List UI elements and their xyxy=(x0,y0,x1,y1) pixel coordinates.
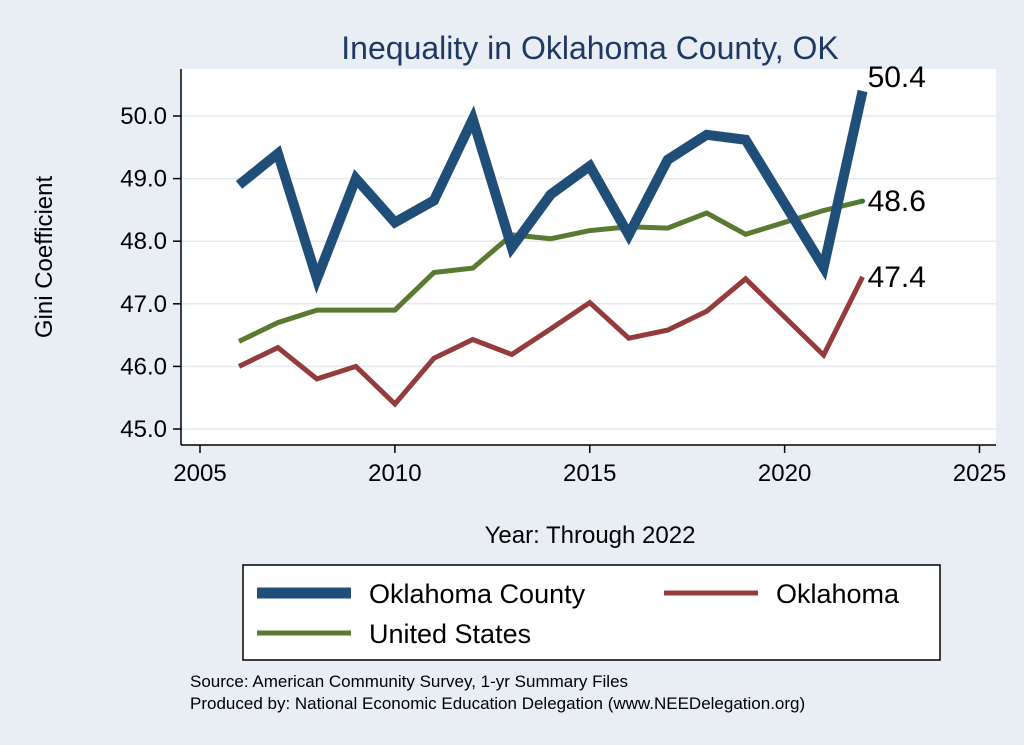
axes xyxy=(180,69,996,446)
plot-area xyxy=(181,69,996,445)
y-tick-label: 45.0 xyxy=(120,416,167,443)
end-label-oklahoma-county: 50.4 xyxy=(868,61,926,94)
ticks: 45.0 46.0 47.0 48.0 49.0 50.0 2005 2010 2015 2020… xyxy=(120,103,1006,487)
legend-label-oklahoma: Oklahoma xyxy=(776,579,900,609)
x-tick-label: 2010 xyxy=(368,460,421,487)
y-tick-label: 46.0 xyxy=(120,353,167,380)
source-line-1: Source: American Community Survey, 1-yr … xyxy=(190,672,628,691)
series-lines xyxy=(235,89,868,408)
legend: Oklahoma County Oklahoma United States xyxy=(242,564,941,661)
chart-title: Inequality in Oklahoma County, OK xyxy=(341,30,838,66)
y-tick-label: 49.0 xyxy=(120,166,167,193)
legend-label-united-states: United States xyxy=(369,619,531,649)
y-tick-label: 50.0 xyxy=(120,103,167,130)
x-tick-label: 2020 xyxy=(758,460,811,487)
end-labels: 50.4 47.4 48.6 xyxy=(868,61,926,294)
legend-label-oklahoma-county: Oklahoma County xyxy=(369,579,586,609)
source-line-2: Produced by: National Economic Education… xyxy=(190,694,805,713)
x-tick-label: 2015 xyxy=(563,460,616,487)
series-line-united-states xyxy=(237,198,864,344)
series-line-oklahoma xyxy=(237,275,865,408)
series-line-oklahoma-county xyxy=(235,89,868,294)
legend-box xyxy=(242,564,941,661)
y-tick-label: 48.0 xyxy=(120,228,167,255)
end-label-oklahoma: 47.4 xyxy=(868,261,926,294)
y-axis-label: Gini Coefficient xyxy=(31,176,58,339)
x-axis-label: Year: Through 2022 xyxy=(485,522,696,549)
end-label-united-states: 48.6 xyxy=(868,185,926,218)
y-tick-label: 47.0 xyxy=(120,291,167,318)
x-tick-label: 2025 xyxy=(953,460,1006,487)
end-point-marker xyxy=(860,198,866,204)
x-tick-label: 2005 xyxy=(173,460,226,487)
